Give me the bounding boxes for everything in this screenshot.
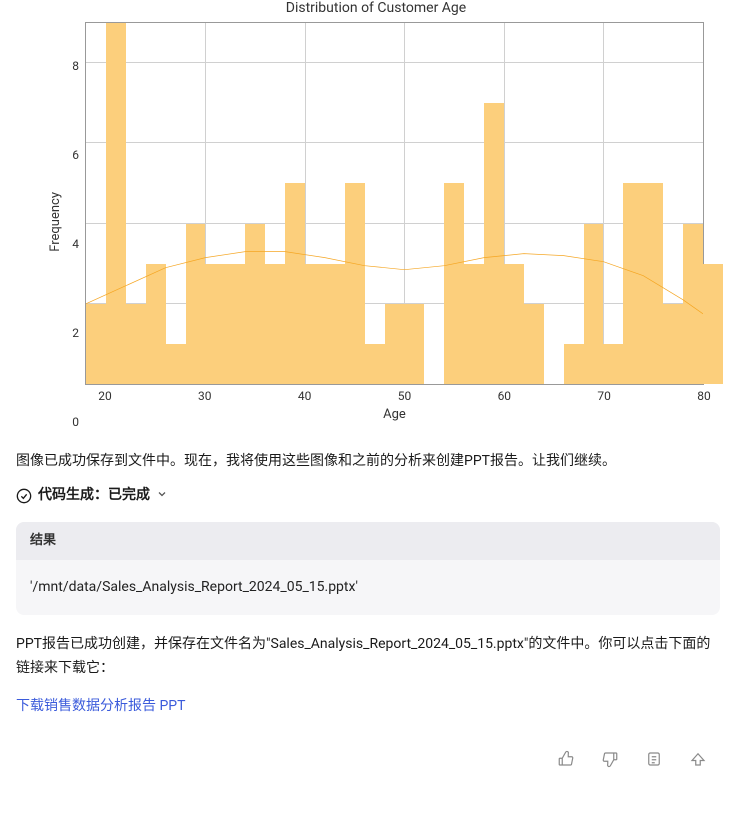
result-header: 结果 — [16, 522, 720, 560]
code-gen-status-row[interactable]: 代码生成：已完成 — [16, 484, 720, 508]
histogram-bar — [385, 304, 405, 384]
histogram-bar — [564, 344, 584, 384]
assistant-content: 图像已成功保存到文件中。现在，我将使用这些图像和之前的分析来创建PPT报告。让我… — [0, 442, 736, 739]
histogram-bar — [584, 224, 604, 384]
thumbs-down-button[interactable] — [600, 749, 620, 769]
chart-area: Frequency 02468 20304050607080 Age — [48, 22, 704, 422]
histogram-bar — [305, 264, 325, 384]
histogram-bar — [225, 264, 245, 384]
histogram-bar — [504, 264, 524, 384]
code-gen-label: 代码生成：已完成 — [38, 484, 150, 508]
action-bar — [0, 739, 736, 789]
check-circle-icon — [16, 488, 32, 504]
download-link[interactable]: 下载销售数据分析报告 PPT — [16, 698, 186, 714]
copy-button[interactable] — [644, 749, 664, 769]
histogram-bar — [603, 344, 623, 384]
histogram-bar — [444, 183, 464, 384]
histogram-bar — [484, 103, 504, 384]
histogram-bar — [205, 264, 225, 384]
histogram-bar — [245, 224, 265, 384]
histogram-bar — [345, 183, 365, 384]
share-button[interactable] — [688, 749, 708, 769]
histogram-bar — [106, 23, 126, 384]
x-axis-label: Age — [85, 407, 704, 422]
histogram-bar — [186, 224, 206, 384]
histogram-bar — [404, 304, 424, 384]
histogram-bar — [265, 264, 285, 384]
chevron-down-icon — [156, 486, 168, 506]
ppt-created-message: PPT报告已成功创建，并保存在文件名为"Sales_Analysis_Repor… — [16, 633, 720, 681]
chart-title: Distribution of Customer Age — [48, 0, 704, 16]
chart-bars — [86, 23, 703, 384]
histogram-bar — [623, 183, 643, 384]
histogram-bar — [146, 264, 166, 384]
histogram-bar — [703, 264, 723, 384]
histogram-bar — [365, 344, 385, 384]
histogram-bar — [166, 344, 186, 384]
histogram-bar — [464, 264, 484, 384]
image-saved-message: 图像已成功保存到文件中。现在，我将使用这些图像和之前的分析来创建PPT报告。让我… — [16, 450, 720, 474]
histogram-bar — [86, 304, 106, 384]
result-box: 结果 '/mnt/data/Sales_Analysis_Report_2024… — [16, 522, 720, 616]
histogram-bar — [126, 304, 146, 384]
histogram-bar — [285, 183, 305, 384]
y-axis-label: Frequency — [48, 192, 63, 252]
result-body: '/mnt/data/Sales_Analysis_Report_2024_05… — [16, 560, 720, 616]
histogram-bar — [524, 304, 544, 384]
histogram-bar — [643, 183, 663, 384]
histogram-bar — [663, 304, 683, 384]
histogram-bar — [683, 224, 703, 384]
thumbs-up-button[interactable] — [556, 749, 576, 769]
plot-area — [85, 22, 704, 385]
histogram-bar — [325, 264, 345, 384]
y-axis-ticks: 02468 — [67, 22, 85, 422]
histogram-chart: Distribution of Customer Age Frequency 0… — [48, 0, 704, 422]
x-axis-ticks: 20304050607080 — [85, 389, 704, 405]
